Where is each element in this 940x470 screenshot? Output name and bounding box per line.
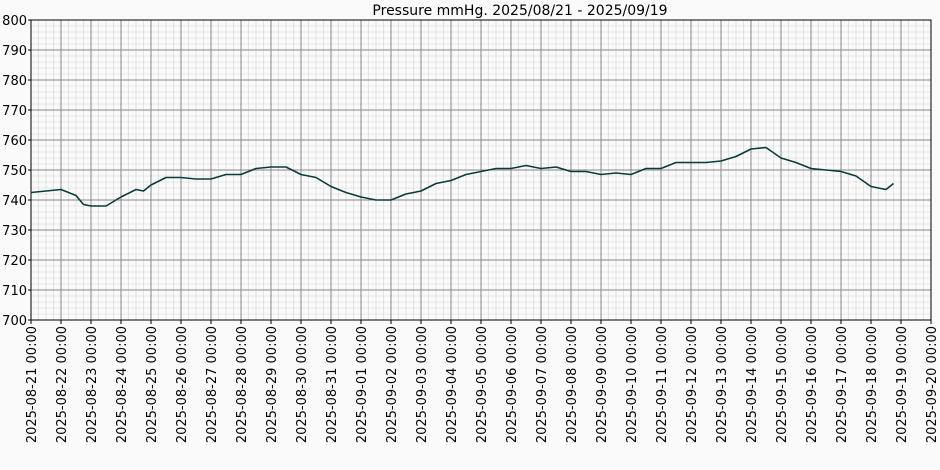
- x-tick-label: 2025-09-16 00:00: [805, 326, 820, 443]
- x-tick-label: 2025-09-01 00:00: [355, 326, 370, 443]
- x-tick-label: 2025-08-27 00:00: [205, 326, 220, 443]
- x-tick-label: 2025-09-02 00:00: [385, 326, 400, 443]
- x-tick-label: 2025-08-30 00:00: [295, 326, 310, 443]
- x-tick-label: 2025-09-06 00:00: [505, 326, 520, 443]
- x-tick-label: 2025-09-18 00:00: [865, 326, 880, 443]
- x-tick-label: 2025-08-21 00:00: [25, 326, 40, 443]
- x-tick-label: 2025-09-13 00:00: [715, 326, 730, 443]
- x-tick-label: 2025-09-03 00:00: [415, 326, 430, 443]
- x-tick-label: 2025-09-11 00:00: [655, 326, 670, 443]
- x-tick-label: 2025-08-23 00:00: [85, 326, 100, 443]
- x-tick-label: 2025-09-05 00:00: [475, 326, 490, 443]
- y-tick-label: 760: [2, 134, 27, 149]
- y-tick-label: 710: [2, 284, 27, 299]
- y-tick-label: 700: [2, 314, 27, 329]
- x-tick-label: 2025-08-25 00:00: [145, 326, 160, 443]
- y-tick-label: 720: [2, 254, 27, 269]
- x-tick-label: 2025-09-14 00:00: [745, 326, 760, 443]
- x-tick-label: 2025-08-29 00:00: [265, 326, 280, 443]
- chart-title: Pressure mmHg. 2025/08/21 - 2025/09/19: [372, 3, 667, 19]
- x-tick-label: 2025-08-22 00:00: [55, 326, 70, 443]
- y-tick-label: 800: [2, 14, 27, 29]
- y-tick-label: 730: [2, 224, 27, 239]
- x-tick-label: 2025-09-12 00:00: [685, 326, 700, 443]
- y-tick-label: 780: [2, 74, 27, 89]
- x-tick-label: 2025-09-10 00:00: [625, 326, 640, 443]
- x-tick-label: 2025-08-26 00:00: [175, 326, 190, 443]
- y-tick-label: 750: [2, 164, 27, 179]
- x-tick-label: 2025-09-17 00:00: [835, 326, 850, 443]
- x-tick-label: 2025-09-20 00:00: [925, 326, 940, 443]
- x-tick-label: 2025-09-19 00:00: [895, 326, 910, 443]
- x-tick-label: 2025-09-07 00:00: [535, 326, 550, 443]
- y-tick-label: 790: [2, 44, 27, 59]
- x-tick-label: 2025-09-09 00:00: [595, 326, 610, 443]
- x-tick-label: 2025-09-04 00:00: [445, 326, 460, 443]
- y-tick-label: 740: [2, 194, 27, 209]
- y-axis-ticks: 700 710 720 730 740 750 760 770 780 790 800: [2, 14, 31, 329]
- x-axis-ticks: 2025-08-21 00:00 2025-08-22 00:00 2025-08-…: [25, 320, 940, 443]
- x-tick-label: 2025-08-28 00:00: [235, 326, 250, 443]
- pressure-series-line: [30, 146, 894, 207]
- x-tick-label: 2025-08-31 00:00: [325, 326, 340, 443]
- x-tick-label: 2025-09-08 00:00: [565, 326, 580, 443]
- x-tick-label: 2025-08-24 00:00: [115, 326, 130, 443]
- x-tick-label: 2025-09-15 00:00: [775, 326, 790, 443]
- y-tick-label: 770: [2, 104, 27, 119]
